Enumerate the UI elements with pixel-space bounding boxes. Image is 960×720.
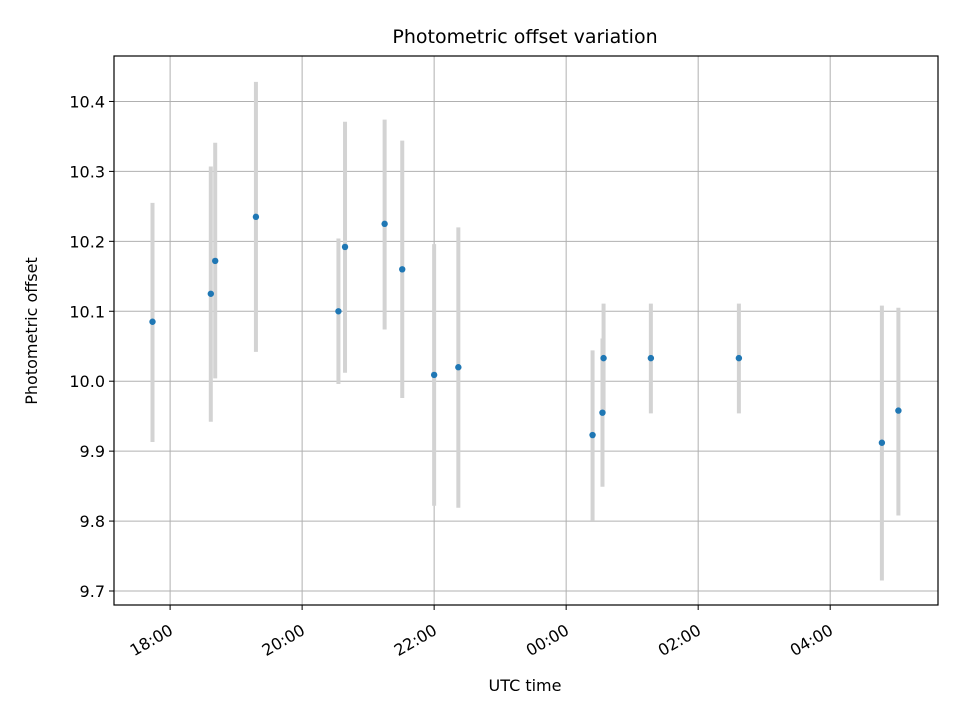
- data-point: [647, 354, 655, 362]
- data-point: [381, 220, 388, 228]
- data-point: [878, 439, 886, 446]
- data-point: [589, 431, 596, 439]
- y-tick-label: 10.4: [69, 92, 105, 111]
- data-point: [341, 243, 349, 251]
- data-point: [335, 308, 342, 315]
- data-point: [430, 371, 438, 379]
- y-tick-label: 9.9: [80, 442, 105, 461]
- y-tick-label: 9.8: [80, 512, 105, 531]
- y-axis-label: Photometric offset: [22, 257, 41, 405]
- chart-title: Photometric offset variation: [392, 26, 657, 48]
- x-axis-label: UTC time: [489, 676, 562, 695]
- data-point: [252, 213, 260, 221]
- plot-area: [114, 56, 938, 605]
- data-point: [895, 407, 902, 414]
- data-point: [399, 266, 406, 273]
- data-point: [212, 257, 219, 265]
- y-axis-ticks: 9.7 9.8 9.9 10.0 10.1 10.2 10.3 10.4: [69, 92, 114, 601]
- y-tick-label: 9.7: [80, 582, 105, 601]
- data-point: [149, 318, 156, 325]
- data-markers: [149, 213, 902, 446]
- data-point: [207, 290, 215, 297]
- y-tick-label: 10.2: [69, 232, 105, 251]
- data-point: [735, 354, 743, 362]
- y-tick-label: 10.0: [69, 372, 105, 391]
- y-tick-label: 10.3: [69, 162, 105, 181]
- data-point: [600, 354, 607, 362]
- data-point: [455, 364, 462, 371]
- y-tick-label: 10.1: [69, 302, 105, 321]
- data-point: [599, 409, 606, 416]
- axes-frame: [113, 55, 939, 606]
